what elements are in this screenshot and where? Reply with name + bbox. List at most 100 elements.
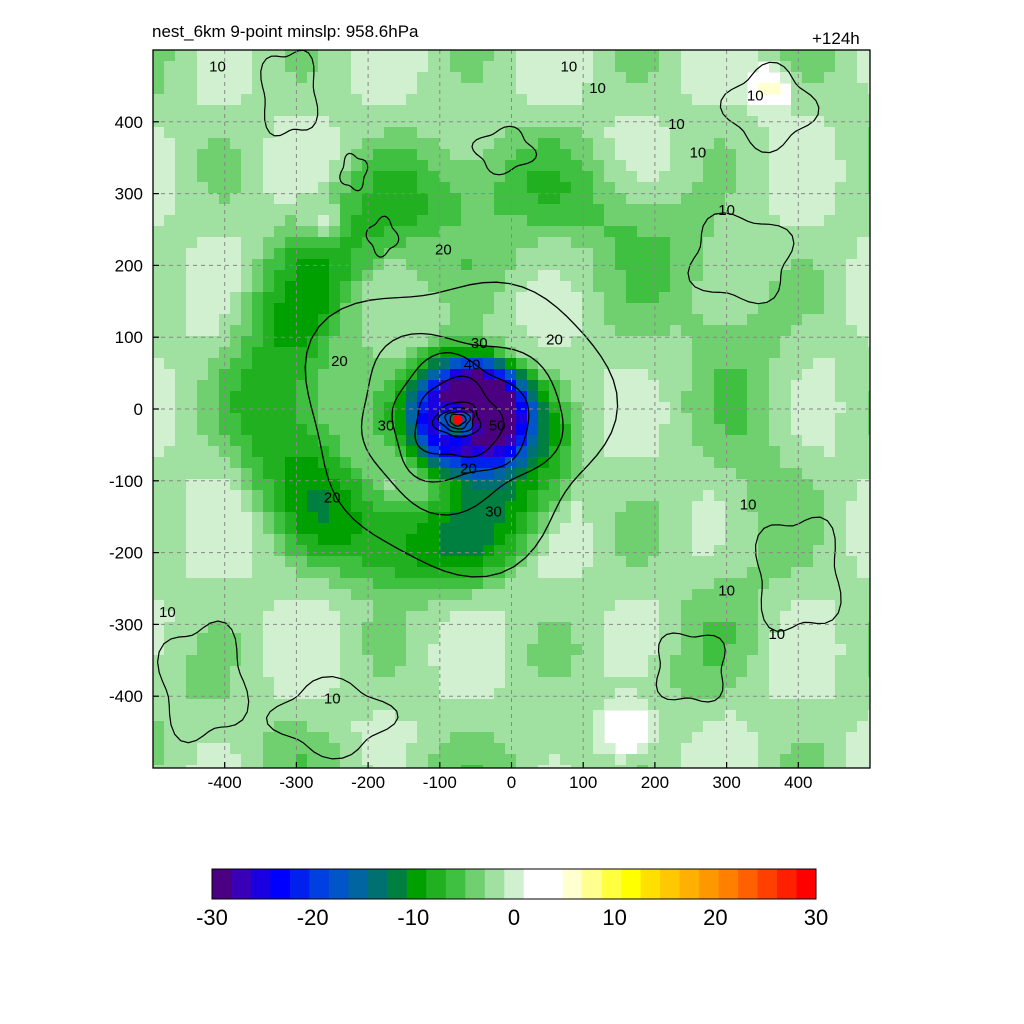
colorbar-swatch — [484, 869, 505, 899]
y-tick-label: -200 — [109, 544, 143, 563]
contour-line — [431, 401, 482, 438]
contour-label: 10 — [209, 59, 226, 76]
colorbar-swatch — [601, 869, 622, 899]
storm-center — [452, 414, 463, 425]
contour-label: 10 — [718, 202, 735, 219]
colorbar-swatch — [250, 869, 271, 899]
contour-line — [265, 675, 399, 760]
y-tick-label: 200 — [115, 256, 143, 275]
contour-line — [449, 413, 467, 427]
colorbar-swatch — [738, 869, 758, 899]
y-tick-label: 100 — [115, 328, 143, 347]
contour-label: 10 — [561, 59, 578, 76]
contour-line — [304, 281, 619, 578]
colorbar-swatch — [231, 869, 252, 899]
x-tick-label: -100 — [423, 773, 457, 792]
contour-line — [360, 332, 564, 516]
colorbar-tick-label: 0 — [508, 905, 520, 930]
contour-line — [471, 125, 538, 176]
colorbar-swatch — [387, 869, 408, 899]
y-axis: 400 300 200 100 0 -100 -200 -300 -400 — [109, 113, 159, 706]
contour-line — [754, 516, 842, 632]
contour-label: 10 — [747, 87, 764, 104]
x-tick-label: 400 — [784, 773, 812, 792]
contour-label: 40 — [464, 357, 481, 374]
contour-label: 10 — [589, 80, 606, 97]
contour-line — [719, 61, 820, 154]
colorbar-swatch — [328, 869, 349, 899]
contour-line — [444, 410, 472, 430]
colorbar-tick-label: 10 — [602, 905, 626, 930]
colorbar-swatch — [367, 869, 388, 899]
contour-label: 10 — [159, 604, 176, 621]
x-tick-label: -400 — [208, 773, 242, 792]
contour-label: 30 — [378, 418, 395, 435]
contour-label: 20 — [331, 353, 348, 370]
colorbar-frame — [211, 868, 817, 900]
contour-labels: 10 10 10 10 10 10 10 10 10 10 10 10 20 20 20 20 20 30 30 30… — [159, 59, 785, 708]
x-tick-label: 100 — [569, 773, 597, 792]
contour-label: 10 — [668, 116, 685, 133]
contour-line — [339, 152, 369, 192]
colorbar-swatch — [582, 869, 603, 899]
y-tick-label: 0 — [134, 400, 143, 419]
contour-line — [414, 375, 505, 458]
colorbar-swatch — [348, 869, 369, 899]
speed-contours — [156, 50, 842, 760]
colorbar-tick-label: -10 — [397, 905, 429, 930]
x-tick-label: 0 — [507, 773, 516, 792]
contour-line — [687, 212, 795, 305]
colorbar: -30 -20 -10 0 10 20 30 — [196, 868, 828, 930]
colorbar-swatch — [465, 869, 486, 899]
contour-line — [655, 632, 726, 703]
contour-label: 10 — [768, 626, 785, 643]
colorbar-swatch — [504, 869, 525, 899]
contour-line — [391, 352, 530, 483]
colorbar-swatch — [660, 869, 681, 899]
x-tick-label: -300 — [279, 773, 313, 792]
lead-time-label: +124h — [812, 29, 860, 48]
contour-label: 30 — [485, 504, 502, 521]
contour-label: 10 — [740, 497, 757, 514]
x-tick-label: 200 — [641, 773, 669, 792]
contour-label: 20 — [435, 242, 452, 259]
y-tick-label: -300 — [109, 615, 143, 634]
wind-field-shading — [153, 50, 870, 768]
center-marker — [452, 414, 463, 425]
colorbar-swatch — [212, 869, 232, 899]
y-tick-label: -100 — [109, 472, 143, 491]
y-tick-label: 300 — [115, 185, 143, 204]
colorbar-swatch — [543, 869, 564, 899]
contour-label: 10 — [718, 583, 735, 600]
x-tick-label: -200 — [351, 773, 385, 792]
y-tick-label: 400 — [115, 113, 143, 132]
contour-label: 20 — [324, 489, 341, 506]
colorbar-swatch — [289, 869, 310, 899]
colorbar-swatch — [699, 869, 719, 899]
colorbar-swatch — [445, 869, 466, 899]
contour-line — [365, 215, 400, 258]
colorbar-swatch — [679, 869, 700, 899]
colorbar-swatch — [796, 869, 817, 899]
contour-label: 50 — [489, 418, 506, 435]
colorbar-swatch — [621, 869, 642, 899]
contour-label: 30 — [471, 335, 488, 352]
contour-line — [260, 50, 319, 137]
contour-line — [156, 620, 250, 744]
chart-title: nest_6km 9-point minslp: 958.6hPa — [152, 22, 419, 41]
colorbar-swatch — [562, 869, 583, 899]
colorbar-swatch — [757, 869, 778, 899]
colorbar-swatch — [523, 869, 544, 899]
contour-label: 10 — [690, 145, 707, 162]
colorbar-swatch — [309, 869, 330, 899]
colorbar-tick-label: 30 — [804, 905, 828, 930]
y-tick-label: -400 — [109, 687, 143, 706]
colorbar-swatch — [426, 869, 447, 899]
colorbar-swatch — [640, 869, 661, 899]
x-tick-label: 300 — [712, 773, 740, 792]
contour-label: 20 — [460, 461, 477, 478]
colorbar-tick-label: -20 — [297, 905, 329, 930]
colorbar-swatch — [718, 869, 739, 899]
colorbar-tick-label: -30 — [196, 905, 228, 930]
x-axis: -400 -300 -200 -100 0 100 200 300 400 — [208, 762, 812, 792]
